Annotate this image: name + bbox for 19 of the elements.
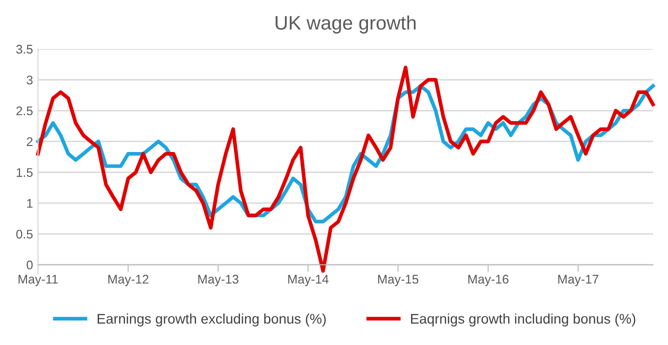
y-tick-label: 3.5: [16, 44, 33, 54]
line-series: [36, 66, 655, 273]
y-tick-label: 2: [26, 137, 33, 146]
legend-label: Eaqrnigs growth including bonus (%): [411, 314, 636, 326]
x-tick-label: May-17: [558, 274, 598, 286]
x-tick-label: May-11: [18, 274, 58, 286]
y-tick-label: 0: [26, 260, 33, 270]
y-tick-label: 2.5: [16, 106, 33, 116]
x-tick-label: May-12: [108, 274, 148, 286]
legend-label: Earnings growth excluding bonus (%): [98, 314, 326, 326]
y-tick-label: 0.5: [16, 230, 33, 239]
y-tick-label: 3: [26, 76, 33, 84]
chart-title: UK wage growth: [276, 15, 416, 34]
x-tick-label: May-13: [198, 274, 238, 286]
y-tick-label: 1.5: [16, 168, 33, 177]
y-tick-label: 1: [27, 199, 33, 208]
x-tick-label: May-15: [378, 274, 418, 286]
x-tick-label: May-14: [288, 274, 329, 286]
x-tick-label: May-16: [468, 274, 508, 286]
